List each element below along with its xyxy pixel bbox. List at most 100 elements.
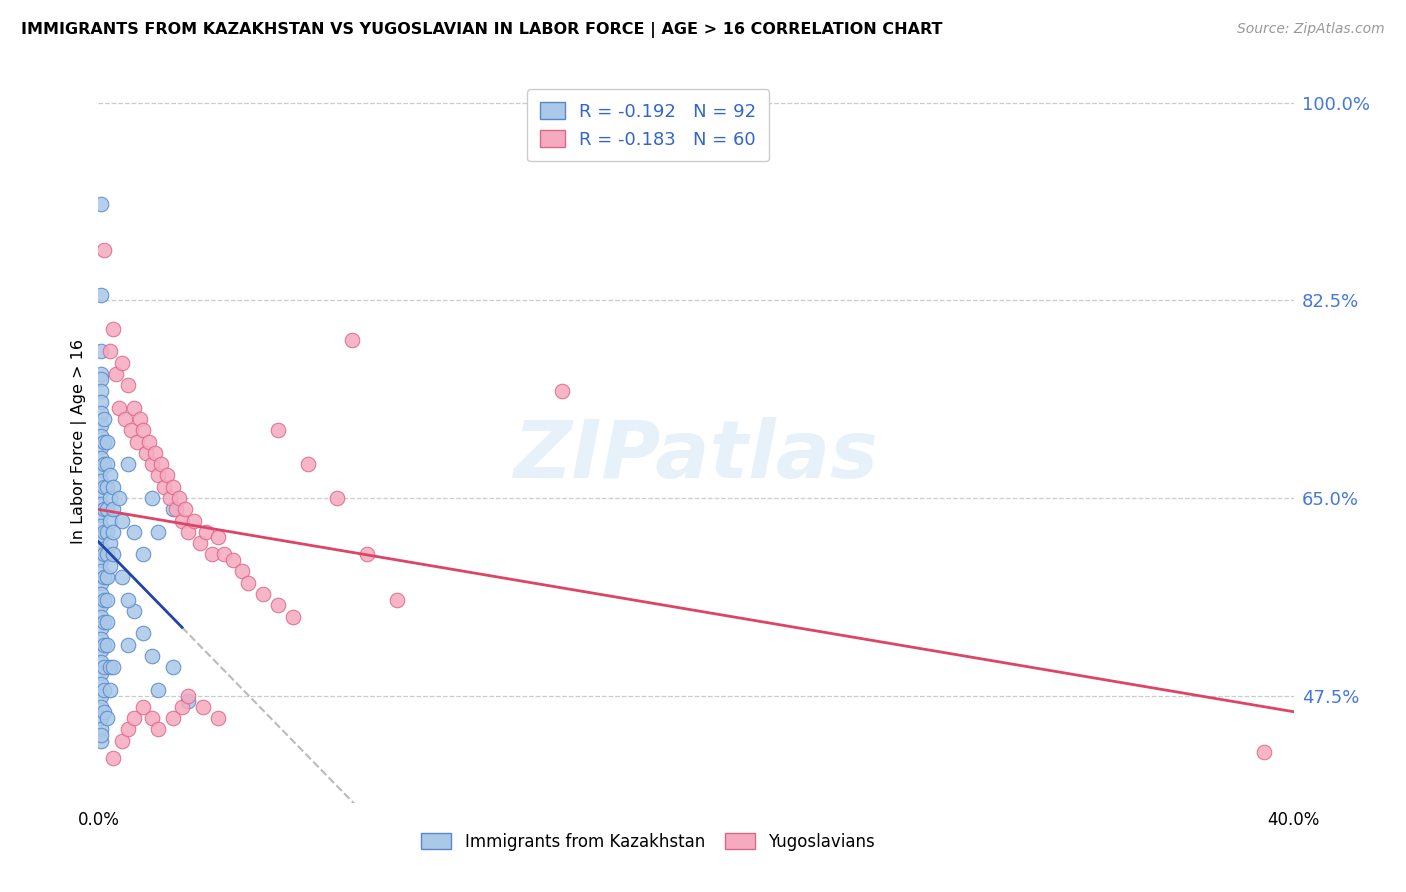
Point <box>124 401 146 415</box>
Point <box>90 621 112 635</box>
Point <box>98 558 122 573</box>
Point <box>281 609 304 624</box>
Point <box>93 480 115 494</box>
Point <box>90 587 112 601</box>
Point <box>148 682 170 697</box>
Point <box>111 570 134 584</box>
Point <box>117 592 139 607</box>
Point <box>177 689 200 703</box>
Point <box>148 524 170 539</box>
Point <box>93 243 115 257</box>
Point <box>90 395 112 409</box>
Point <box>162 502 184 516</box>
Point <box>98 491 122 505</box>
Point <box>90 677 112 691</box>
Point <box>90 367 112 381</box>
Point <box>231 565 253 579</box>
Point <box>127 434 149 449</box>
Text: Source: ZipAtlas.com: Source: ZipAtlas.com <box>1237 22 1385 37</box>
Point <box>90 197 112 211</box>
Point <box>108 401 131 415</box>
Point <box>150 457 173 471</box>
Point <box>172 514 194 528</box>
Point <box>183 514 205 528</box>
Point <box>96 638 118 652</box>
Point <box>111 733 134 747</box>
Point <box>90 689 112 703</box>
Point <box>98 682 122 697</box>
Point <box>111 355 134 369</box>
Point <box>103 502 125 516</box>
Point <box>143 446 166 460</box>
Point <box>93 660 115 674</box>
Point <box>90 599 112 613</box>
Point <box>165 502 187 516</box>
Point <box>90 655 112 669</box>
Point <box>167 491 190 505</box>
Point <box>98 344 122 359</box>
Point <box>90 565 112 579</box>
Point <box>93 615 115 629</box>
Point <box>90 733 112 747</box>
Point <box>141 711 163 725</box>
Point <box>90 406 112 420</box>
Point <box>93 638 115 652</box>
Point <box>135 446 157 460</box>
Point <box>111 514 134 528</box>
Point <box>153 480 176 494</box>
Point <box>117 457 139 471</box>
Point <box>124 604 146 618</box>
Point <box>162 711 184 725</box>
Point <box>90 384 112 398</box>
Point <box>222 553 245 567</box>
Point <box>342 333 364 347</box>
Point <box>103 750 125 764</box>
Y-axis label: In Labor Force | Age > 16: In Labor Force | Age > 16 <box>72 339 87 544</box>
Point <box>90 728 112 742</box>
Point <box>96 434 118 449</box>
Point <box>90 497 112 511</box>
Point <box>132 626 155 640</box>
Point <box>90 287 112 301</box>
Point <box>114 412 136 426</box>
Point <box>90 553 112 567</box>
Point <box>90 451 112 466</box>
Point <box>93 502 115 516</box>
Point <box>267 423 290 437</box>
Point <box>156 468 179 483</box>
Point <box>90 463 112 477</box>
Point <box>103 480 125 494</box>
Point <box>93 434 115 449</box>
Point <box>117 723 139 737</box>
Point <box>90 429 112 443</box>
Point <box>138 434 160 449</box>
Point <box>96 570 118 584</box>
Point <box>96 548 118 562</box>
Point <box>148 723 170 737</box>
Point <box>132 548 155 562</box>
Point <box>108 491 131 505</box>
Text: ZIPatlas: ZIPatlas <box>513 417 879 495</box>
Point <box>191 699 214 714</box>
Point <box>96 615 118 629</box>
Text: IMMIGRANTS FROM KAZAKHSTAN VS YUGOSLAVIAN IN LABOR FORCE | AGE > 16 CORRELATION : IMMIGRANTS FROM KAZAKHSTAN VS YUGOSLAVIA… <box>21 22 942 38</box>
Point <box>124 524 146 539</box>
Point <box>120 423 142 437</box>
Point <box>90 609 112 624</box>
Point <box>90 531 112 545</box>
Point <box>90 699 112 714</box>
Point <box>90 440 112 454</box>
Point <box>93 524 115 539</box>
Point <box>326 491 349 505</box>
Point <box>188 536 211 550</box>
Point <box>159 491 181 505</box>
Point <box>148 468 170 483</box>
Point <box>174 502 197 516</box>
Point <box>124 711 146 725</box>
Point <box>98 468 122 483</box>
Point <box>103 548 125 562</box>
Point <box>90 417 112 432</box>
Point <box>141 457 163 471</box>
Point <box>93 548 115 562</box>
Point <box>90 575 112 590</box>
